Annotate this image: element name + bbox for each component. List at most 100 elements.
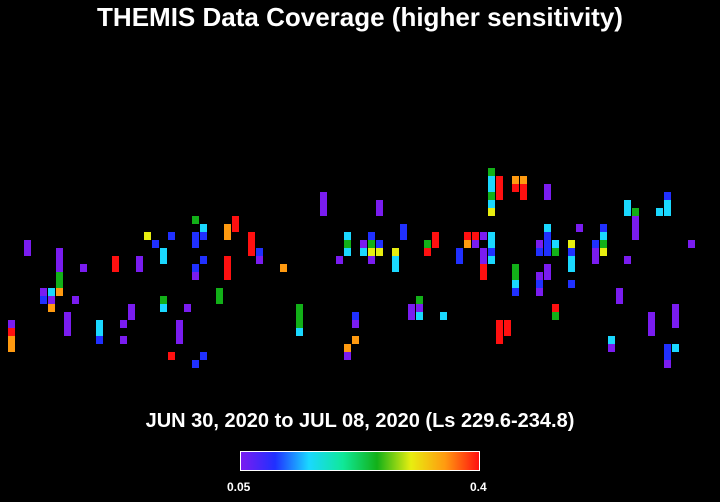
coverage-cell bbox=[168, 352, 175, 360]
coverage-cell bbox=[464, 240, 471, 248]
coverage-cell bbox=[112, 256, 119, 264]
coverage-cell bbox=[48, 296, 55, 304]
coverage-cell bbox=[488, 240, 495, 248]
coverage-cell bbox=[224, 232, 231, 240]
coverage-cell bbox=[216, 288, 223, 296]
coverage-cell bbox=[56, 264, 63, 272]
colorbar-min-label: 0.05 bbox=[227, 480, 251, 494]
coverage-cell bbox=[600, 240, 607, 248]
coverage-cell bbox=[368, 256, 375, 264]
coverage-cell bbox=[616, 296, 623, 304]
coverage-cell bbox=[536, 248, 543, 256]
coverage-cell bbox=[488, 192, 495, 200]
coverage-cell bbox=[656, 208, 663, 216]
coverage-cell bbox=[672, 312, 679, 320]
coverage-cell bbox=[568, 256, 575, 264]
coverage-cell bbox=[360, 240, 367, 248]
coverage-cell bbox=[664, 360, 671, 368]
coverage-cell bbox=[320, 192, 327, 200]
coverage-cell bbox=[56, 248, 63, 256]
coverage-cell bbox=[248, 240, 255, 248]
coverage-cell bbox=[144, 232, 151, 240]
coverage-cell bbox=[600, 248, 607, 256]
coverage-cell bbox=[624, 200, 631, 208]
coverage-cell bbox=[256, 248, 263, 256]
coverage-cell bbox=[424, 248, 431, 256]
coverage-cell bbox=[48, 288, 55, 296]
coverage-cell bbox=[376, 200, 383, 208]
coverage-cell bbox=[568, 248, 575, 256]
coverage-cell bbox=[400, 224, 407, 232]
coverage-cell bbox=[352, 320, 359, 328]
coverage-cell bbox=[128, 304, 135, 312]
coverage-cell bbox=[632, 224, 639, 232]
coverage-cell bbox=[568, 240, 575, 248]
coverage-cell bbox=[648, 312, 655, 320]
coverage-cell bbox=[648, 328, 655, 336]
coverage-cell bbox=[56, 272, 63, 280]
coverage-cell bbox=[552, 240, 559, 248]
coverage-cell bbox=[296, 304, 303, 312]
coverage-cell bbox=[544, 264, 551, 272]
coverage-cell bbox=[488, 248, 495, 256]
coverage-cell bbox=[544, 192, 551, 200]
coverage-cell bbox=[600, 224, 607, 232]
coverage-cell bbox=[512, 280, 519, 288]
coverage-cell bbox=[632, 232, 639, 240]
coverage-cell bbox=[512, 264, 519, 272]
coverage-cell bbox=[568, 280, 575, 288]
coverage-cell bbox=[136, 264, 143, 272]
coverage-cell bbox=[456, 256, 463, 264]
coverage-cell bbox=[504, 320, 511, 328]
coverage-cell bbox=[568, 264, 575, 272]
coverage-cell bbox=[552, 312, 559, 320]
coverage-cell bbox=[424, 240, 431, 248]
coverage-cell bbox=[480, 232, 487, 240]
coverage-cell bbox=[472, 240, 479, 248]
coverage-cell bbox=[512, 288, 519, 296]
coverage-cell bbox=[376, 208, 383, 216]
coverage-cell bbox=[616, 288, 623, 296]
coverage-cell bbox=[176, 336, 183, 344]
coverage-cell bbox=[40, 296, 47, 304]
coverage-cell bbox=[192, 232, 199, 240]
coverage-cell bbox=[416, 296, 423, 304]
coverage-cell bbox=[544, 248, 551, 256]
coverage-cell bbox=[392, 256, 399, 264]
coverage-cell bbox=[688, 240, 695, 248]
coverage-cell bbox=[496, 176, 503, 184]
coverage-cell bbox=[120, 336, 127, 344]
coverage-cell bbox=[200, 224, 207, 232]
coverage-cell bbox=[200, 256, 207, 264]
coverage-cell bbox=[664, 200, 671, 208]
coverage-cell bbox=[200, 352, 207, 360]
coverage-cell bbox=[504, 328, 511, 336]
coverage-cell bbox=[400, 232, 407, 240]
coverage-cell bbox=[192, 264, 199, 272]
colorbar-max-label: 0.4 bbox=[470, 480, 487, 494]
coverage-cell bbox=[512, 176, 519, 184]
coverage-cell bbox=[544, 240, 551, 248]
coverage-cell bbox=[344, 248, 351, 256]
coverage-cell bbox=[376, 240, 383, 248]
coverage-cell bbox=[256, 256, 263, 264]
coverage-cell bbox=[248, 232, 255, 240]
coverage-cell bbox=[96, 336, 103, 344]
coverage-cell bbox=[192, 272, 199, 280]
coverage-cell bbox=[40, 288, 47, 296]
coverage-cell bbox=[624, 208, 631, 216]
coverage-cell bbox=[112, 264, 119, 272]
coverage-cell bbox=[392, 248, 399, 256]
coverage-cell bbox=[576, 224, 583, 232]
colorbar bbox=[240, 451, 480, 471]
coverage-cell bbox=[184, 304, 191, 312]
coverage-cell bbox=[96, 328, 103, 336]
coverage-cell bbox=[432, 240, 439, 248]
coverage-cell bbox=[232, 224, 239, 232]
coverage-cell bbox=[352, 336, 359, 344]
coverage-cell bbox=[664, 192, 671, 200]
coverage-cell bbox=[496, 320, 503, 328]
coverage-cell bbox=[408, 304, 415, 312]
coverage-cell bbox=[160, 296, 167, 304]
